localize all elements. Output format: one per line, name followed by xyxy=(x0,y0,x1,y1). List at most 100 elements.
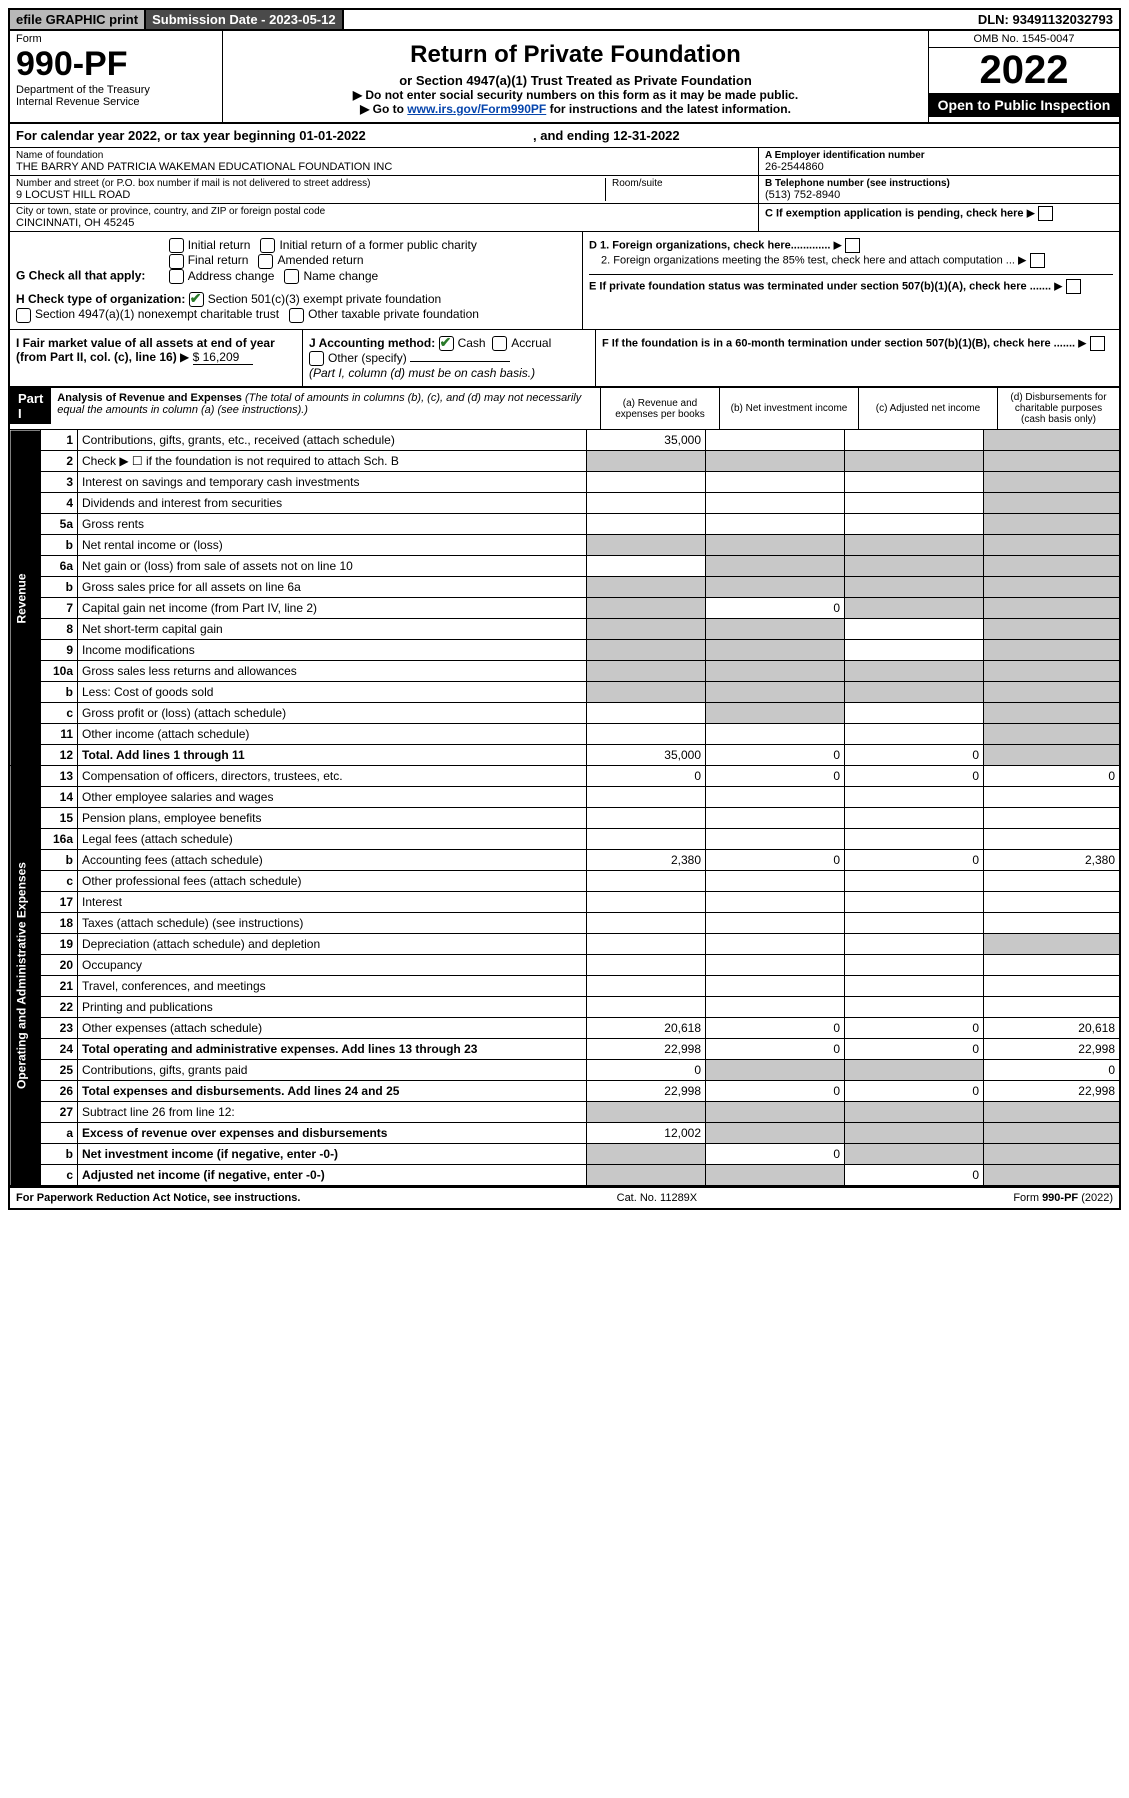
c-cell: C If exemption application is pending, c… xyxy=(759,204,1119,223)
revenue-label: Revenue xyxy=(10,430,41,766)
name-cell: Name of foundation THE BARRY AND PATRICI… xyxy=(10,148,758,176)
table-row: 9Income modifications xyxy=(10,640,1119,661)
col-b-value xyxy=(706,892,845,913)
omb-label: OMB No. 1545-0047 xyxy=(929,31,1119,48)
h-other-checkbox[interactable] xyxy=(289,308,304,323)
col-c-value xyxy=(845,808,984,829)
col-d-value: 0 xyxy=(984,766,1120,787)
col-b-value: 0 xyxy=(706,598,845,619)
table-row: 14Other employee salaries and wages xyxy=(10,787,1119,808)
line-number: 26 xyxy=(41,1081,78,1102)
line-desc: Total expenses and disbursements. Add li… xyxy=(78,1081,587,1102)
line-desc: Subtract line 26 from line 12: xyxy=(78,1102,587,1123)
line-desc: Depreciation (attach schedule) and deple… xyxy=(78,934,587,955)
col-d-value xyxy=(984,829,1120,850)
line-desc: Total operating and administrative expen… xyxy=(78,1039,587,1060)
table-row: bAccounting fees (attach schedule)2,3800… xyxy=(10,850,1119,871)
col-d-value xyxy=(984,1165,1120,1186)
g-final-checkbox[interactable] xyxy=(169,254,184,269)
line-desc: Net investment income (if negative, ente… xyxy=(78,1144,587,1165)
g-address-checkbox[interactable] xyxy=(169,269,184,284)
line-desc: Excess of revenue over expenses and disb… xyxy=(78,1123,587,1144)
d2-checkbox[interactable] xyxy=(1030,253,1045,268)
col-a-value xyxy=(587,1102,706,1123)
line-desc: Accounting fees (attach schedule) xyxy=(78,850,587,871)
col-d-value: 22,998 xyxy=(984,1081,1120,1102)
g-former-checkbox[interactable] xyxy=(260,238,275,253)
e-checkbox[interactable] xyxy=(1066,279,1081,294)
col-c-value: 0 xyxy=(845,1018,984,1039)
table-row: aExcess of revenue over expenses and dis… xyxy=(10,1123,1119,1144)
line-desc: Gross profit or (loss) (attach schedule) xyxy=(78,703,587,724)
j-cash-checkbox[interactable] xyxy=(439,336,454,351)
col-a-value xyxy=(587,787,706,808)
line-desc: Less: Cost of goods sold xyxy=(78,682,587,703)
col-b-value xyxy=(706,703,845,724)
col-a-value xyxy=(587,703,706,724)
note-ssn: ▶ Do not enter social security numbers o… xyxy=(229,88,922,102)
ij-area: I Fair market value of all assets at end… xyxy=(10,330,1119,387)
d1-checkbox[interactable] xyxy=(845,238,860,253)
col-d-value xyxy=(984,997,1120,1018)
line-desc: Income modifications xyxy=(78,640,587,661)
j-accrual-checkbox[interactable] xyxy=(492,336,507,351)
line-number: 8 xyxy=(41,619,78,640)
info-row: Name of foundation THE BARRY AND PATRICI… xyxy=(10,148,1119,232)
col-a-value xyxy=(587,598,706,619)
col-a-value xyxy=(587,892,706,913)
h-4947-checkbox[interactable] xyxy=(16,308,31,323)
line-desc: Gross rents xyxy=(78,514,587,535)
col-b-value xyxy=(706,997,845,1018)
table-row: 26Total expenses and disbursements. Add … xyxy=(10,1081,1119,1102)
f-checkbox[interactable] xyxy=(1090,336,1105,351)
col-c-value xyxy=(845,976,984,997)
line-number: 12 xyxy=(41,745,78,766)
col-b-value xyxy=(706,934,845,955)
col-a-value xyxy=(587,955,706,976)
col-b-value xyxy=(706,577,845,598)
col-a-value xyxy=(587,1144,706,1165)
h-501c3-checkbox[interactable] xyxy=(189,292,204,307)
col-a-value: 35,000 xyxy=(587,745,706,766)
col-c-value xyxy=(845,787,984,808)
line-desc: Other employee salaries and wages xyxy=(78,787,587,808)
col-d-value xyxy=(984,682,1120,703)
col-a-value xyxy=(587,808,706,829)
g-initial-checkbox[interactable] xyxy=(169,238,184,253)
col-c-value: 0 xyxy=(845,745,984,766)
col-c-value: 0 xyxy=(845,766,984,787)
g-amended-checkbox[interactable] xyxy=(258,254,273,269)
col-b-value: 0 xyxy=(706,766,845,787)
col-c-value xyxy=(845,871,984,892)
line-desc: Adjusted net income (if negative, enter … xyxy=(78,1165,587,1186)
line-number: 21 xyxy=(41,976,78,997)
table-row: 12Total. Add lines 1 through 1135,00000 xyxy=(10,745,1119,766)
j-other-checkbox[interactable] xyxy=(309,351,324,366)
line-desc: Contributions, gifts, grants paid xyxy=(78,1060,587,1081)
header-row: Form 990-PF Department of the Treasury I… xyxy=(10,31,1119,124)
col-d-value xyxy=(984,619,1120,640)
col-d-value xyxy=(984,892,1120,913)
col-c-value xyxy=(845,829,984,850)
col-b-value xyxy=(706,787,845,808)
c-checkbox[interactable] xyxy=(1038,206,1053,221)
line-desc: Travel, conferences, and meetings xyxy=(78,976,587,997)
col-b-value xyxy=(706,1165,845,1186)
col-b-value xyxy=(706,640,845,661)
form-container: efile GRAPHIC print Submission Date - 20… xyxy=(8,8,1121,1210)
col-d-value xyxy=(984,451,1120,472)
table-row: Revenue1Contributions, gifts, grants, et… xyxy=(10,430,1119,451)
col-d-value xyxy=(984,493,1120,514)
col-a-value xyxy=(587,514,706,535)
part1-header: Part I Analysis of Revenue and Expenses … xyxy=(10,386,1119,430)
col-d-value xyxy=(984,430,1120,451)
table-row: 4Dividends and interest from securities xyxy=(10,493,1119,514)
line-desc: Occupancy xyxy=(78,955,587,976)
irs-link[interactable]: www.irs.gov/Form990PF xyxy=(407,102,546,116)
col-d-value xyxy=(984,598,1120,619)
col-a-value xyxy=(587,472,706,493)
g-name-checkbox[interactable] xyxy=(284,269,299,284)
line-desc: Gross sales less returns and allowances xyxy=(78,661,587,682)
check-left: G Check all that apply: Initial return I… xyxy=(10,232,583,329)
col-a-value: 20,618 xyxy=(587,1018,706,1039)
